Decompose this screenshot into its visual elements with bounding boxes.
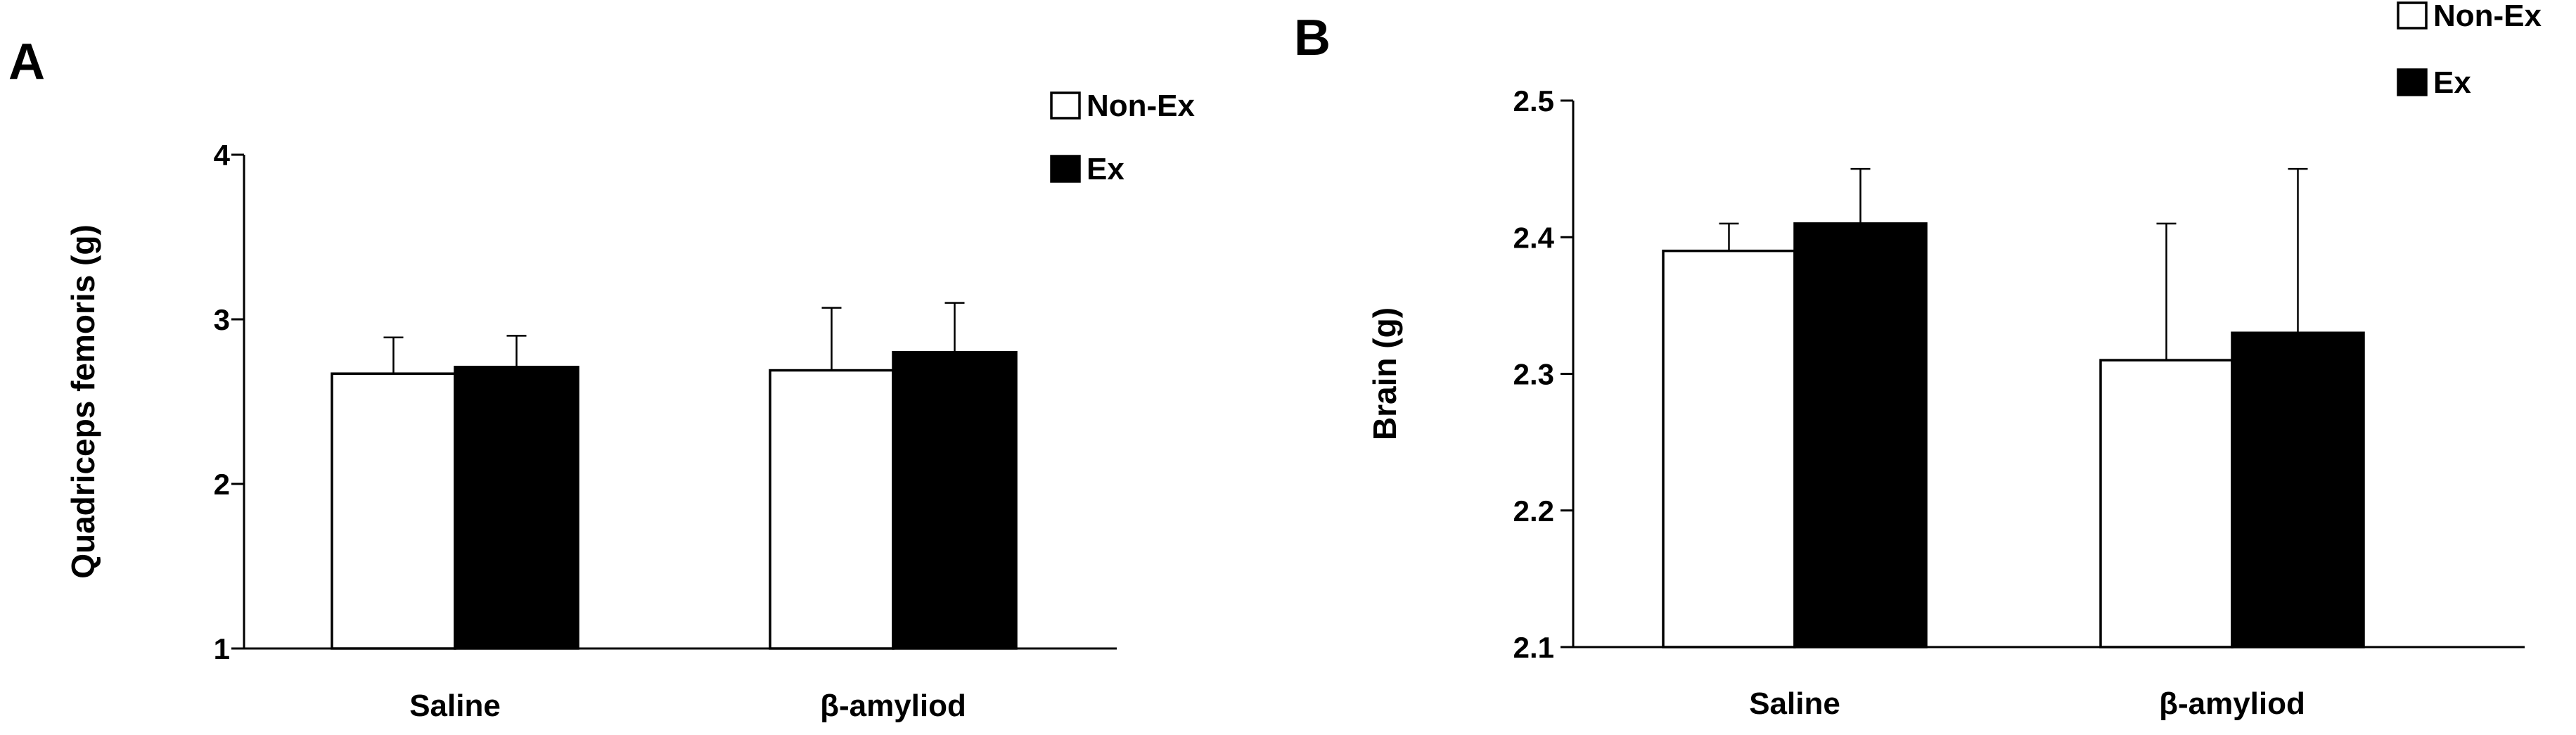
- legend-swatch: [2397, 68, 2428, 96]
- y-tick-label: 3: [214, 303, 230, 336]
- y-axis-title: Brain (g): [1366, 307, 1403, 440]
- y-tick-label: 2: [214, 468, 230, 501]
- legend-label: Non-Ex: [2433, 0, 2542, 33]
- panel-letter-a: A: [8, 34, 45, 90]
- bar: [2231, 331, 2365, 648]
- bar: [2099, 359, 2234, 648]
- panel-a: A 1 2 3 4 Quadriceps femoris (g) Saline β-amyl…: [8, 34, 1196, 723]
- panel-b: B 2.1 2.2 2.3 2.4 2.5 Brain (g) Saline β-amylio…: [1294, 0, 2542, 721]
- category-label: Saline: [1749, 686, 1840, 721]
- legend-label: Ex: [1087, 152, 1124, 186]
- bar: [454, 366, 579, 650]
- category-label: β-amyliod: [820, 689, 966, 723]
- legend-label: Ex: [2433, 65, 2471, 100]
- y-tick-label: 1: [214, 632, 230, 665]
- y-axis-title: Quadriceps femoris (g): [65, 224, 101, 579]
- y-tick-label: 2.2: [1513, 494, 1554, 528]
- legend-label: Non-Ex: [1087, 89, 1196, 123]
- category-label: β-amyliod: [2159, 686, 2305, 721]
- bar: [1793, 222, 1928, 648]
- bar: [769, 369, 895, 650]
- bar: [331, 372, 456, 650]
- bar: [1662, 249, 1796, 648]
- y-tick-label: 2.4: [1513, 221, 1555, 254]
- category-label: Saline: [409, 689, 501, 723]
- legend-swatch: [1050, 91, 1081, 120]
- legend-swatch: [2397, 1, 2428, 30]
- y-tick-label: 4: [214, 139, 231, 172]
- panel-letter-b: B: [1294, 10, 1331, 66]
- y-tick-label: 2.5: [1513, 84, 1554, 117]
- y-tick-label: 2.3: [1513, 358, 1554, 391]
- legend-swatch: [1050, 155, 1081, 183]
- y-tick-label: 2.1: [1513, 631, 1554, 664]
- bar: [892, 351, 1018, 650]
